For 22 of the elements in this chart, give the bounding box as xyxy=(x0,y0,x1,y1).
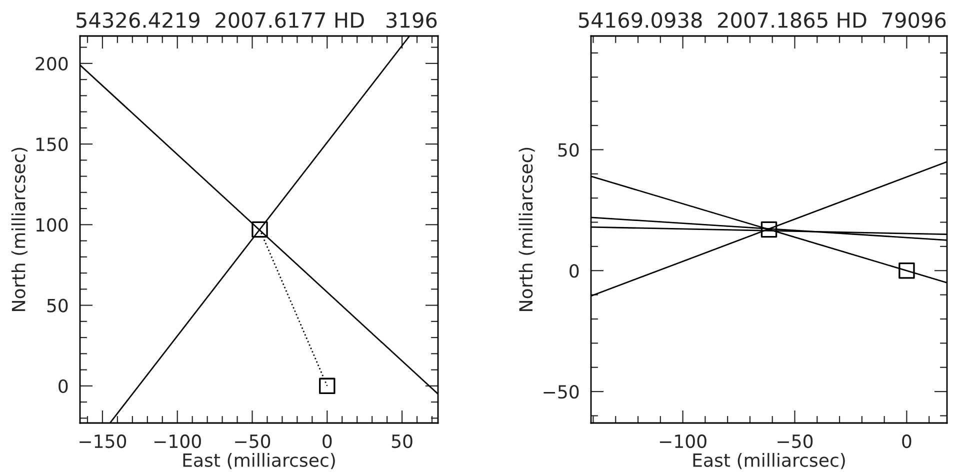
y-tick-label: 150 xyxy=(36,137,68,152)
y-tick-label: 50 xyxy=(558,143,579,157)
x-axis-title: East (milliarcsec) xyxy=(183,452,335,470)
y-tick-label: 200 xyxy=(36,56,68,71)
chart-title: 54326.4219 2007.6177 HD 3196 xyxy=(76,12,437,28)
chart-title: 54169.0938 2007.1865 HD 79096 xyxy=(578,12,946,28)
y-tick-label: 0 xyxy=(58,379,68,394)
y-tick-label: 0 xyxy=(570,264,579,278)
y-tick-label: 100 xyxy=(36,218,68,232)
x-tick-label: −150 xyxy=(80,434,126,448)
x-tick-label: −50 xyxy=(235,434,270,448)
y-tick-label: 50 xyxy=(47,298,68,312)
y-axis-title: North (milliarcsec) xyxy=(518,148,535,311)
x-tick-label: −100 xyxy=(154,434,201,448)
y-axis-title: North (milliarcsec) xyxy=(11,148,28,311)
y-tick-label: −50 xyxy=(544,385,579,399)
x-tick-label: 0 xyxy=(902,434,912,448)
x-tick-label: 50 xyxy=(392,434,412,448)
x-axis-title: East (milliarcsec) xyxy=(693,452,845,470)
x-tick-label: −50 xyxy=(778,434,813,448)
x-tick-label: −100 xyxy=(660,434,706,448)
x-tick-label: 0 xyxy=(322,434,332,448)
